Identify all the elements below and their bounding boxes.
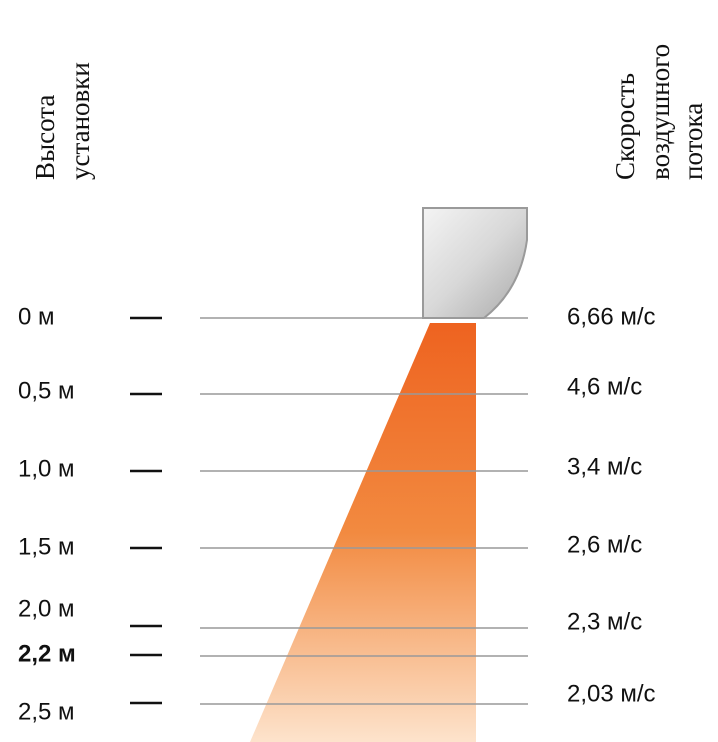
height-label: 1,5 м bbox=[18, 533, 75, 560]
height-label: 1,0 м bbox=[18, 455, 75, 482]
right-heading: Скорость bbox=[610, 73, 640, 180]
height-label: 2,2 м bbox=[18, 640, 76, 667]
left-heading: установки bbox=[65, 62, 95, 180]
height-label: 0 м bbox=[18, 303, 55, 330]
right-heading: потока bbox=[678, 103, 708, 180]
speed-label: 2,3 м/с bbox=[567, 608, 642, 635]
right-heading: воздушного bbox=[645, 44, 675, 180]
airflow-cone bbox=[250, 323, 476, 742]
speed-label: 6,66 м/с bbox=[567, 303, 656, 330]
left-heading: Высота bbox=[30, 95, 60, 180]
height-label: 0,5 м bbox=[18, 377, 75, 404]
speed-label: 2,6 м/с bbox=[567, 531, 642, 558]
speed-label: 3,4 м/с bbox=[567, 453, 642, 480]
height-label: 2,0 м bbox=[18, 595, 75, 622]
device bbox=[422, 207, 528, 319]
height-label: 2,5 м bbox=[18, 698, 75, 725]
speed-label: 2,03 м/с bbox=[567, 680, 656, 707]
speed-label: 4,6 м/с bbox=[567, 373, 642, 400]
